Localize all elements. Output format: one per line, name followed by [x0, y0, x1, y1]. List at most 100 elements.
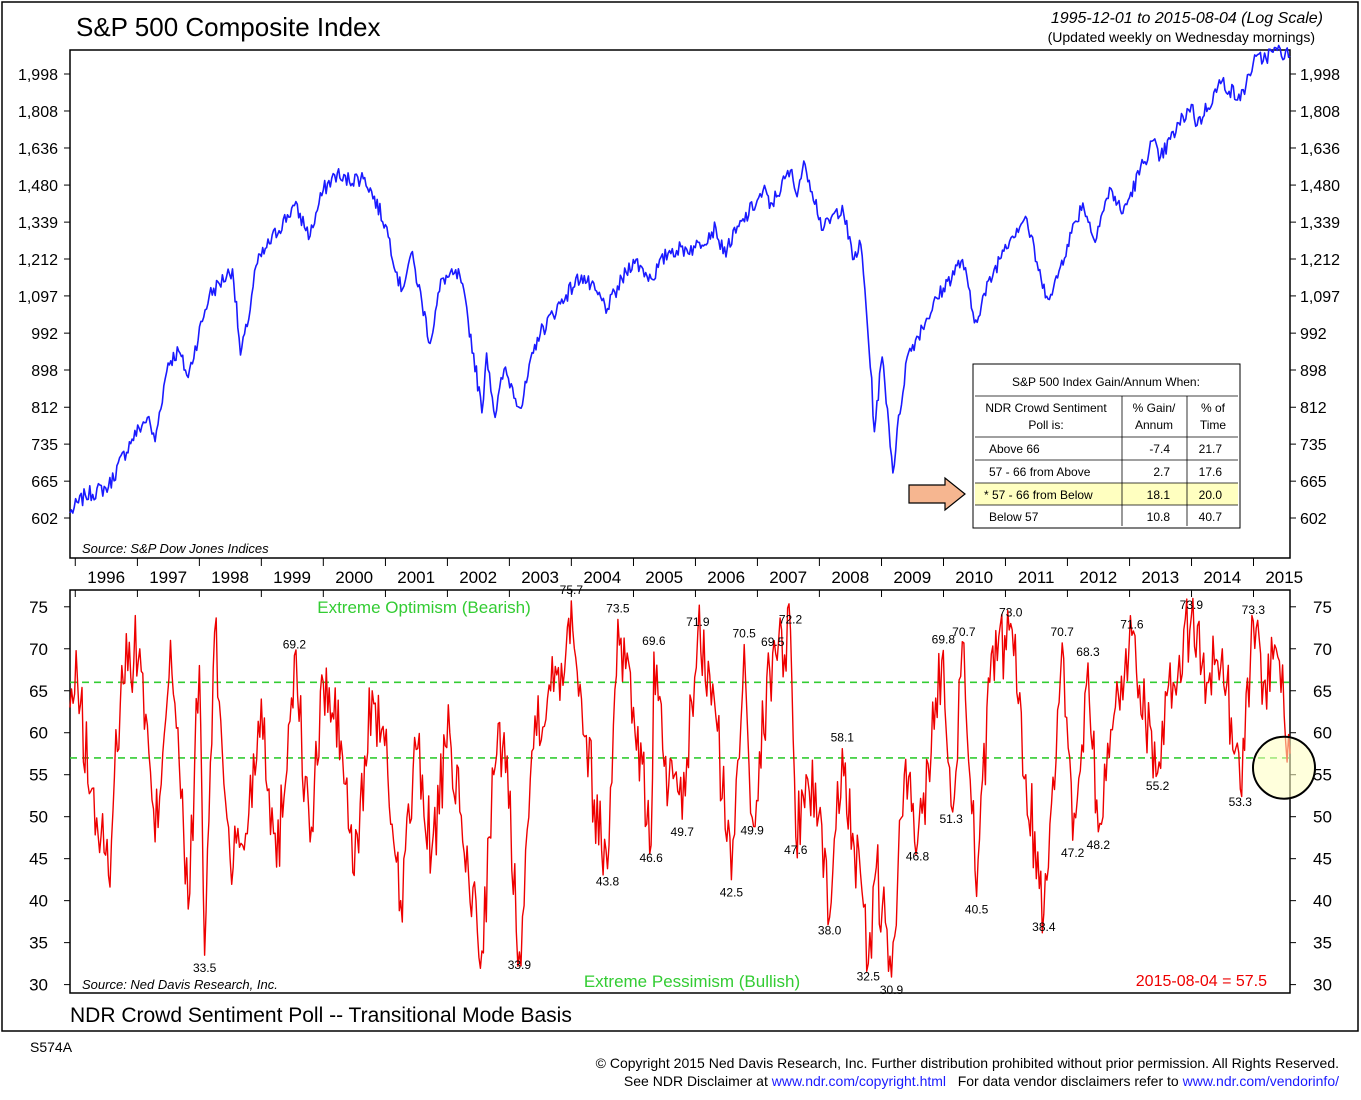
x-tick-label: 2015: [1265, 568, 1303, 587]
gain-table-row-label: Below 57: [989, 510, 1039, 524]
sp500-y-tick-label-left: 812: [31, 400, 58, 417]
sp500-y-tick-label-right: 992: [1300, 326, 1327, 343]
sp500-y-tick-label-right: 1,480: [1300, 178, 1340, 195]
latest-reading-label: 2015-08-04 = 57.5: [1136, 973, 1267, 990]
sentiment-y-tick-label-right: 70: [1313, 640, 1332, 659]
gain-table-time: 20.0: [1199, 488, 1223, 502]
x-tick-label: 1999: [273, 568, 311, 587]
gain-table-header: % of: [1201, 401, 1226, 415]
sp500-y-tick-label-left: 1,339: [18, 215, 58, 232]
outer-frame: [1, 1, 1359, 1032]
sp500-y-axis: 602 602 665 665 735 735 812 812 898 898 992 992 1,09…: [18, 67, 1340, 528]
sentiment-y-tick-label-left: 45: [29, 850, 48, 869]
highlight-arrow-icon: [908, 476, 966, 512]
sentiment-y-tick-label-left: 30: [29, 976, 48, 995]
x-tick-label: 2006: [707, 568, 745, 587]
sp500-y-tick-label-left: 1,808: [18, 104, 58, 121]
x-tick-label: 2004: [583, 568, 621, 587]
gain-table-header: Time: [1200, 418, 1227, 432]
sp500-y-tick-label-left: 1,212: [18, 252, 58, 269]
sp500-y-tick-label-left: 665: [31, 474, 58, 491]
sentiment-annotation: 72.2: [779, 612, 803, 626]
sentiment-line: [69, 597, 1291, 978]
sp500-y-tick-label-right: 602: [1300, 511, 1327, 528]
sentiment-annotation: 53.3: [1229, 795, 1253, 809]
sentiment-y-tick-label-right: 30: [1313, 976, 1332, 995]
sentiment-annotation: 69.6: [642, 634, 666, 648]
sp500-y-tick-label-right: 1,097: [1300, 289, 1340, 306]
sp500-line: [69, 44, 1291, 514]
sentiment-y-tick-label-right: 45: [1313, 850, 1332, 869]
sentiment-annotation: 49.9: [740, 824, 764, 838]
sentiment-annotation: 70.7: [952, 625, 976, 639]
sp500-y-tick-label-right: 1,339: [1300, 215, 1340, 232]
sentiment-y-tick-label-right: 65: [1313, 682, 1332, 701]
sentiment-annotation: 75.7: [560, 583, 584, 597]
extreme-pessimism-label: Extreme Pessimism (Bullish): [584, 972, 800, 991]
gain-table-row-label: * 57 - 66 from Below: [984, 488, 1093, 502]
x-tick-label: 2011: [1018, 568, 1055, 587]
disclaimer-prefix: See NDR Disclaimer at: [623, 1073, 768, 1089]
x-tick-label: 2002: [459, 568, 497, 587]
gain-table-title: S&P 500 Index Gain/Annum When:: [1012, 375, 1200, 389]
x-tick-label: 2003: [521, 568, 559, 587]
sentiment-annotations: 69.2 33.5 33.9 75.7 73.5 43.8 69.6 46.6 71.9 49.7…: [193, 583, 1265, 997]
sentiment-annotation: 38.0: [818, 923, 842, 937]
sentiment-y-tick-label-right: 50: [1313, 808, 1332, 827]
vendor-info-link[interactable]: www.ndr.com/vendorinfo/: [1182, 1073, 1339, 1089]
sentiment-y-tick-label-left: 65: [29, 682, 48, 701]
sentiment-annotation: 69.8: [932, 632, 956, 646]
sp500-y-tick-label-left: 1,998: [18, 67, 58, 84]
sentiment-annotation: 71.9: [686, 615, 710, 629]
sp500-y-tick-label-left: 898: [31, 363, 58, 380]
sentiment-annotation: 33.5: [193, 961, 217, 975]
sentiment-annotation: 51.3: [939, 812, 963, 826]
x-tick-label: 2005: [645, 568, 683, 587]
chart-code: S574A: [30, 1039, 73, 1055]
sentiment-annotation: 47.6: [784, 843, 808, 857]
copyright-link[interactable]: www.ndr.com/copyright.html: [771, 1073, 947, 1089]
sp500-source: Source: S&P Dow Jones Indices: [82, 541, 269, 556]
sentiment-annotation: 49.7: [671, 825, 695, 839]
x-tick-label: 2010: [955, 568, 993, 587]
sentiment-annotation: 38.4: [1032, 920, 1056, 934]
sentiment-annotation: 70.7: [1050, 625, 1074, 639]
sentiment-annotation: 69.2: [283, 637, 307, 651]
sentiment-source: Source: Ned Davis Research, Inc.: [82, 977, 278, 992]
x-tick-label: 2008: [831, 568, 869, 587]
x-tick-label: 1998: [211, 568, 249, 587]
sentiment-annotation: 58.1: [831, 731, 855, 745]
sentiment-title: NDR Crowd Sentiment Poll -- Transitional…: [70, 1004, 572, 1027]
sentiment-annotation: 40.5: [965, 902, 989, 916]
sentiment-annotation: 46.6: [639, 851, 663, 865]
sp500-y-tick-label-right: 812: [1300, 400, 1327, 417]
gain-table-highlight-row: [975, 483, 1238, 505]
sp500-y-tick-label-right: 1,808: [1300, 104, 1340, 121]
gain-table-header: NDR Crowd Sentiment: [985, 401, 1107, 415]
sentiment-annotation: 73.0: [999, 606, 1023, 620]
x-tick-label: 2013: [1141, 568, 1179, 587]
x-tick-label: 1996: [87, 568, 125, 587]
gain-table-gain: 10.8: [1147, 510, 1171, 524]
extreme-optimism-label: Extreme Optimism (Bearish): [317, 598, 530, 617]
date-range-subtitle: 1995-12-01 to 2015-08-04 (Log Scale): [1051, 10, 1323, 27]
sentiment-y-tick-label-right: 75: [1313, 598, 1332, 617]
gain-table: S&P 500 Index Gain/Annum When: NDR Crowd…: [972, 363, 1241, 529]
sp500-y-tick-label-left: 1,097: [18, 289, 58, 306]
sentiment-y-tick-label-left: 75: [29, 598, 48, 617]
reference-lines: Extreme Optimism (Bearish) Extreme Pessim…: [70, 598, 1290, 991]
x-tick-label: 2000: [335, 568, 373, 587]
sentiment-annotation: 71.6: [1120, 617, 1144, 631]
gain-table-time: 21.7: [1199, 442, 1223, 456]
gain-table-gain: 2.7: [1153, 465, 1170, 479]
sentiment-y-tick-label-left: 40: [29, 892, 48, 911]
gain-table-time: 40.7: [1199, 510, 1223, 524]
gain-table-header: Annum: [1135, 418, 1173, 432]
sentiment-annotation: 73.9: [1180, 598, 1204, 612]
sentiment-annotation: 69.5: [761, 635, 785, 649]
sentiment-panel: 30 30 35 35 40 40 45 45 50 50 55 55 60 60 65 65 70 70 75 75…: [29, 583, 1332, 997]
sp500-y-tick-label-right: 1,212: [1300, 252, 1340, 269]
disclaimer-line: See NDR Disclaimer at www.ndr.com/copyri…: [624, 1073, 1339, 1089]
sentiment-annotation: 43.8: [596, 875, 620, 889]
